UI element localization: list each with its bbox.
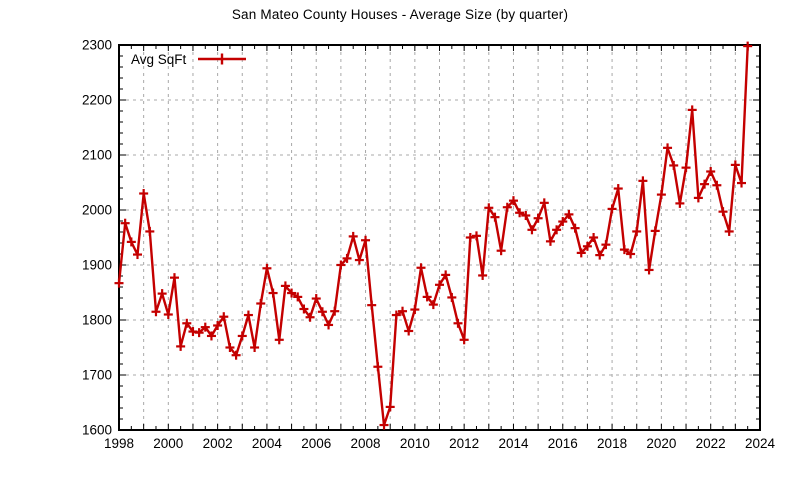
svg-text:2004: 2004 bbox=[252, 436, 283, 451]
legend-label: Avg SqFt bbox=[131, 51, 187, 67]
svg-text:2006: 2006 bbox=[301, 436, 331, 451]
svg-text:2000: 2000 bbox=[82, 203, 112, 218]
svg-text:1800: 1800 bbox=[82, 313, 112, 328]
svg-text:2000: 2000 bbox=[153, 436, 183, 451]
svg-text:2200: 2200 bbox=[82, 93, 112, 108]
chart-title: San Mateo County Houses - Average Size (… bbox=[231, 7, 569, 22]
svg-text:2100: 2100 bbox=[82, 148, 112, 163]
svg-text:2002: 2002 bbox=[203, 436, 233, 451]
svg-text:1900: 1900 bbox=[82, 258, 112, 273]
svg-text:2016: 2016 bbox=[548, 436, 578, 451]
svg-text:1600: 1600 bbox=[82, 423, 112, 438]
svg-text:2020: 2020 bbox=[646, 436, 676, 451]
legend: Avg SqFt bbox=[131, 51, 248, 67]
legend-line-sample-icon bbox=[198, 53, 247, 65]
svg-text:2014: 2014 bbox=[498, 436, 529, 451]
svg-text:2018: 2018 bbox=[597, 436, 627, 451]
svg-text:2022: 2022 bbox=[696, 436, 726, 451]
svg-text:2012: 2012 bbox=[449, 436, 479, 451]
svg-text:1998: 1998 bbox=[104, 436, 134, 451]
svg-text:2024: 2024 bbox=[745, 436, 776, 451]
svg-text:2008: 2008 bbox=[351, 436, 381, 451]
svg-text:2300: 2300 bbox=[82, 38, 112, 53]
svg-text:1700: 1700 bbox=[82, 368, 112, 383]
svg-text:2010: 2010 bbox=[400, 436, 430, 451]
